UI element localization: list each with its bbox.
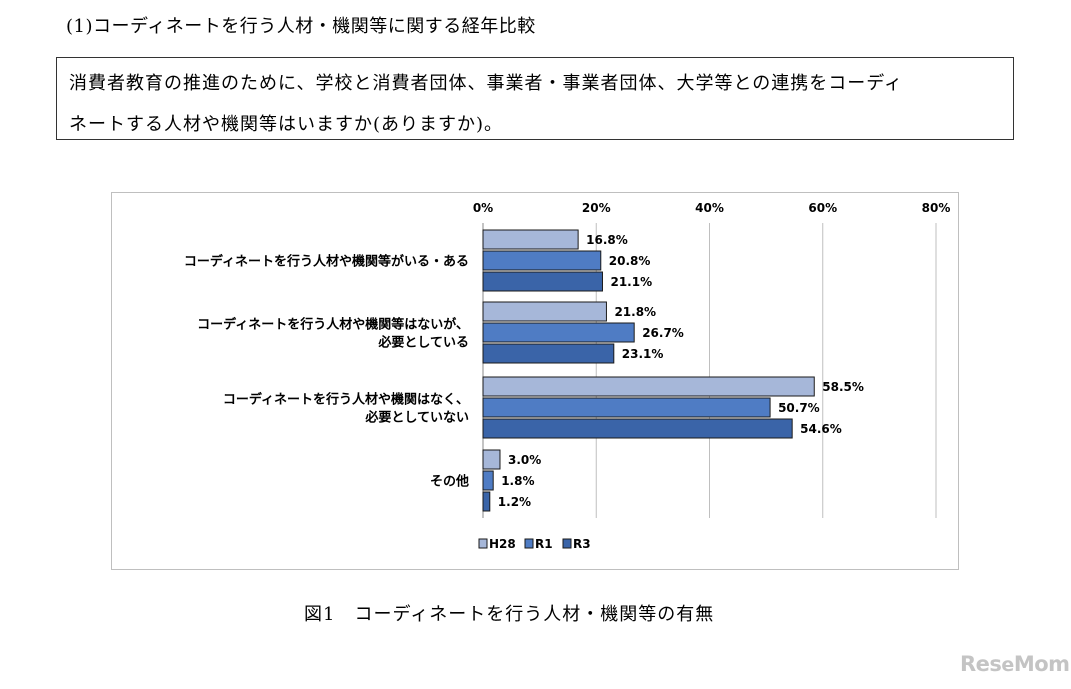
section-heading: (1)コーディネートを行う人材・機関等に関する経年比較 (66, 16, 536, 37)
data-label: 21.1% (610, 275, 652, 289)
legend-label: R1 (535, 537, 553, 551)
bar (482, 470, 494, 491)
category-label: その他 (430, 474, 469, 490)
data-label: 21.8% (614, 305, 656, 319)
data-label: 26.7% (642, 326, 684, 340)
bar (482, 229, 579, 250)
question-line-2: ネートする人材や機関等はいますか(ありますか)。 (69, 114, 504, 135)
bar (482, 343, 615, 364)
data-label: 58.5% (822, 380, 864, 394)
bar (482, 397, 771, 418)
data-label: 23.1% (622, 347, 664, 361)
data-label: 54.6% (800, 422, 842, 436)
chart-frame: 0% 20% 40% 60% 80% コーディネートを行う人材や機関等がいる・あるコーディ… (111, 192, 959, 570)
x-tick-label: 20% (582, 201, 611, 215)
x-tick-label: 60% (808, 201, 837, 215)
category-label: コーディネートを行う人材や機関等がいる・ある (184, 254, 469, 270)
category-label: 必要としている (377, 335, 469, 351)
data-label: 1.2% (498, 495, 531, 509)
x-tick-label: 80% (922, 201, 951, 215)
category-label: 必要としていない (364, 410, 469, 426)
data-label: 16.8% (586, 233, 628, 247)
bar (482, 491, 491, 512)
x-tick-label: 0% (473, 201, 493, 215)
bar (482, 271, 603, 292)
legend-label: R3 (573, 537, 591, 551)
question-box: 消費者教育の推進のために、学校と消費者団体、事業者・事業者団体、大学等との連携を… (56, 57, 1014, 140)
bar (482, 301, 607, 322)
data-label: 20.8% (609, 254, 651, 268)
category-label: コーディネートを行う人材や機関はなく、 (223, 392, 469, 408)
figure-caption: 図1 コーディネートを行う人材・機関等の有無 (304, 604, 715, 625)
category-label: コーディネートを行う人材や機関等はないが、 (197, 317, 469, 333)
legend-swatch (478, 538, 488, 549)
bar (482, 418, 793, 439)
bar-chart: 0% 20% 40% 60% 80% コーディネートを行う人材や機関等がいる・あるコーディ… (184, 201, 951, 551)
data-label: 3.0% (508, 453, 541, 467)
x-tick-label: 40% (695, 201, 724, 215)
legend-label: H28 (489, 537, 516, 551)
legend-swatch (562, 538, 572, 549)
question-line-1: 消費者教育の推進のために、学校と消費者団体、事業者・事業者団体、大学等との連携を… (69, 73, 904, 94)
data-label: 50.7% (778, 401, 820, 415)
bar (482, 376, 815, 397)
resemom-logo: ReseMom (960, 652, 1070, 676)
bar (482, 250, 602, 271)
legend-swatch (524, 538, 534, 549)
bar (482, 322, 635, 343)
data-label: 1.8% (501, 474, 534, 488)
bar (482, 449, 501, 470)
